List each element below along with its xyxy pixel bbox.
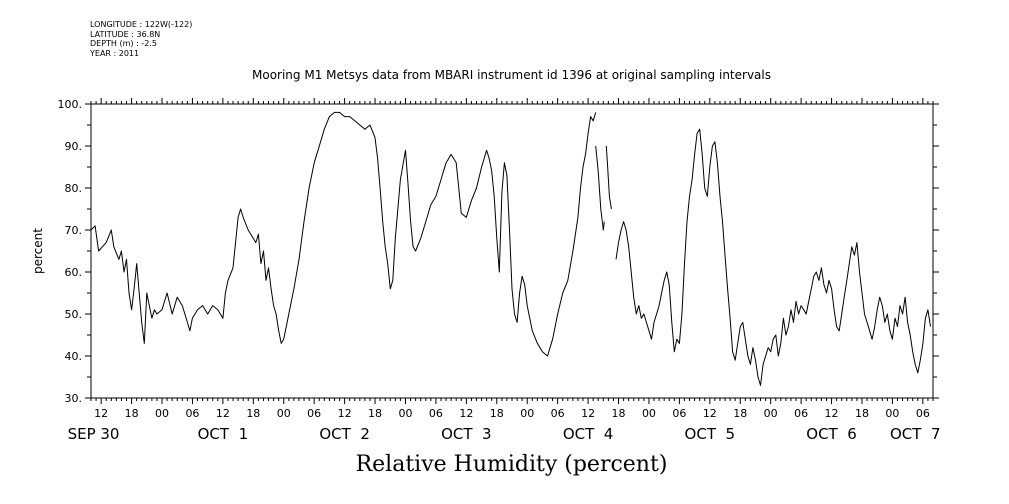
y-tick-label: 70. [65,224,83,237]
x-tick-label: 00 [398,407,412,420]
x-tick-label: 06 [672,407,686,420]
y-tick-label: 60. [65,266,83,279]
x-day-label: OCT 3 [441,425,492,443]
x-tick-label: 18 [733,407,747,420]
x-axis: 12 18 00 06 12 18 00 06 12 18 00 06 12 18 00 06 12 18 00 06… [68,98,941,443]
x-day-label: OCT 1 [198,425,249,443]
y-axis: 30. 40. 50. 60. 70. 80. 90. 100. [58,98,939,405]
y-axis-label: percent [31,228,45,274]
y-tick-label: 80. [65,182,83,195]
x-tick-label: 18 [125,407,139,420]
x-tick-label: 00 [764,407,778,420]
x-tick-label: 00 [155,407,169,420]
humidity-line-segment [605,145,612,210]
x-tick-label: 18 [855,407,869,420]
x-tick-label: 12 [703,407,717,420]
x-tick-label: 18 [368,407,382,420]
y-tick-label: 40. [65,350,83,363]
y-tick-label: 30. [65,392,83,405]
x-tick-label: 06 [307,407,321,420]
x-day-label: SEP 30 [68,425,120,443]
x-tick-label: 18 [246,407,260,420]
x-tick-label: 00 [885,407,899,420]
x-tick-label: 00 [277,407,291,420]
x-day-label: OCT 4 [563,425,614,443]
x-tick-label: 06 [429,407,443,420]
x-tick-label: 06 [794,407,808,420]
x-tick-label: 12 [825,407,839,420]
humidity-line-segment [90,111,597,357]
y-tick-label: 90. [65,140,83,153]
x-tick-label: 12 [216,407,230,420]
humidity-line-segment [615,128,931,386]
x-day-label: OCT 2 [319,425,370,443]
plot-frame [90,103,934,399]
latitude-label: LATITUDE : 36.8N [90,29,161,39]
x-day-label: OCT 6 [806,425,857,443]
x-tick-label: 00 [520,407,534,420]
x-tick-label: 12 [94,407,108,420]
longitude-label: LONGITUDE : 122W(-122) [90,20,193,29]
x-day-label: OCT 7 [890,425,941,443]
x-tick-label: 12 [581,407,595,420]
data-lines [90,111,931,386]
chart-title: Mooring M1 Metsys data from MBARI instru… [252,68,771,82]
x-tick-label: 18 [490,407,504,420]
x-tick-label: 12 [338,407,352,420]
x-day-label: OCT 5 [685,425,736,443]
x-tick-label: 06 [185,407,199,420]
x-tick-label: 18 [612,407,626,420]
x-axis-label: Relative Humidity (percent) [355,452,668,477]
x-tick-label: 06 [916,407,930,420]
y-tick-label: 100. [58,98,83,111]
x-tick-label: 00 [642,407,656,420]
metadata-block: LONGITUDE : 122W(-122) LATITUDE : 36.8N … [90,20,192,58]
x-tick-label: 12 [459,407,473,420]
humidity-line-segment [595,145,605,231]
x-tick-label: 06 [551,407,565,420]
depth-label: DEPTH (m) : -2.5 [90,39,157,48]
y-tick-label: 50. [65,308,83,321]
year-label: YEAR : 2011 [90,48,140,58]
